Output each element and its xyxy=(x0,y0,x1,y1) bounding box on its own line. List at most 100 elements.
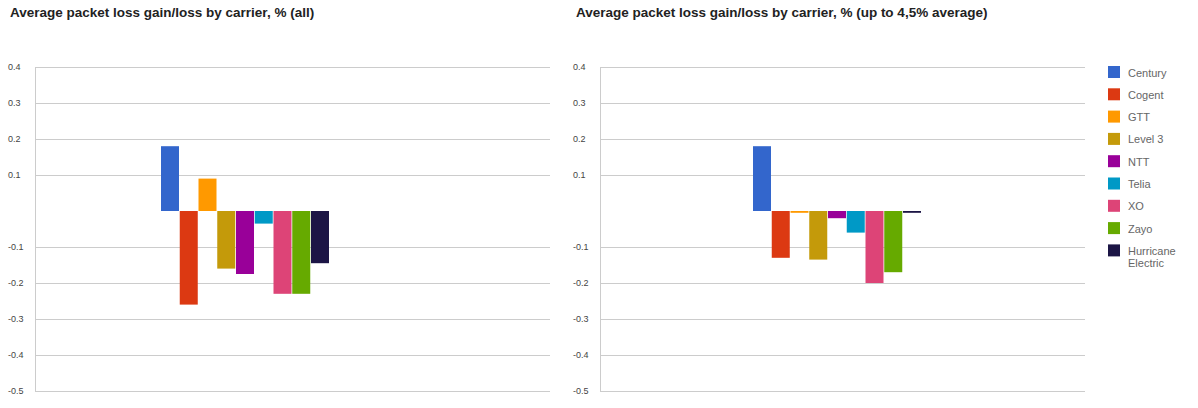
chart: Average packet loss gain/loss by carrier… xyxy=(573,5,1085,396)
legend-swatch xyxy=(1108,155,1120,167)
grid-line xyxy=(600,103,1085,104)
tick-label: 0.3 xyxy=(573,98,586,108)
y-axis-line xyxy=(36,68,551,392)
tick-label: -0.4 xyxy=(573,350,589,360)
tick-label: 0.2 xyxy=(8,134,21,144)
legend-item: Cogent xyxy=(1108,88,1163,101)
legend: Century Cogent GTT Level 3 NTT Telia XO Zayo Hur… xyxy=(1108,66,1176,269)
tick-label: 0.3 xyxy=(8,98,21,108)
legend-item: Telia xyxy=(1108,178,1152,191)
bars xyxy=(753,146,921,283)
tick: 0.3 xyxy=(573,98,1085,108)
legend-label: Century xyxy=(1128,67,1167,79)
tick: 0.2 xyxy=(8,134,550,144)
grid-line xyxy=(600,283,1085,284)
grid-line xyxy=(35,175,550,176)
legend-item: XO xyxy=(1108,200,1144,213)
legend-swatch xyxy=(1108,66,1120,78)
bar xyxy=(274,211,292,294)
bar xyxy=(753,146,771,211)
legend-item: GTT xyxy=(1108,111,1150,124)
grid-line xyxy=(600,175,1085,176)
legend-swatch xyxy=(1108,133,1120,145)
grid-line xyxy=(600,391,1085,392)
y-axis: 0.4 0.3 0.2 0.1 -0.1 -0.2 -0.3 -0.4 -0.5 xyxy=(8,62,550,396)
legend-item: Level 3 xyxy=(1108,133,1163,146)
bar xyxy=(847,211,865,233)
tick-label: -0.5 xyxy=(8,386,24,396)
legend-item: NTT xyxy=(1108,155,1150,168)
bar xyxy=(884,211,902,272)
bar xyxy=(772,211,790,258)
tick: -0.5 xyxy=(8,386,550,396)
tick: 0.4 xyxy=(8,62,550,72)
tick: -0.3 xyxy=(8,314,550,324)
grid-line xyxy=(600,139,1085,140)
tick-label: -0.3 xyxy=(8,314,24,324)
legend-label: GTT xyxy=(1128,111,1150,123)
legend-label: Zayo xyxy=(1128,223,1152,235)
grid-line xyxy=(600,67,1085,68)
legend-item: Century xyxy=(1108,66,1167,79)
tick: 0.1 xyxy=(8,170,550,180)
tick-label: -0.2 xyxy=(573,278,589,288)
y-axis-line xyxy=(601,68,1086,392)
tick: 0.1 xyxy=(573,170,1085,180)
bar xyxy=(866,211,884,283)
tick-label: -0.4 xyxy=(8,350,24,360)
bar xyxy=(311,211,329,263)
tick-label: 0.2 xyxy=(573,134,586,144)
grid-line xyxy=(600,247,1085,248)
tick-label: 0.4 xyxy=(8,62,21,72)
tick-label: -0.3 xyxy=(573,314,589,324)
tick-label: -0.2 xyxy=(8,278,24,288)
chart: Average packet loss gain/loss by carrier… xyxy=(8,5,550,396)
tick: 0.3 xyxy=(8,98,550,108)
canvas: Average packet loss gain/loss by carrier… xyxy=(0,0,1198,408)
legend-label: Cogent xyxy=(1128,89,1163,101)
bar xyxy=(292,211,310,294)
grid-line xyxy=(35,355,550,356)
grid-line xyxy=(35,67,550,68)
tick: 0.4 xyxy=(573,62,1085,72)
bar xyxy=(903,211,921,213)
legend-label-line: Hurricane xyxy=(1128,245,1176,257)
tick: -0.4 xyxy=(8,350,550,360)
grid-line xyxy=(35,319,550,320)
legend-swatch xyxy=(1108,88,1120,100)
chart-title: Average packet loss gain/loss by carrier… xyxy=(10,5,314,20)
bar xyxy=(236,211,254,274)
tick-label: -0.5 xyxy=(573,386,589,396)
legend-label: NTT xyxy=(1128,156,1150,168)
tick-label: 0.1 xyxy=(8,170,21,180)
grid-line xyxy=(35,139,550,140)
tick-label: -0.1 xyxy=(8,242,24,252)
tick-label: -0.1 xyxy=(573,242,589,252)
bar xyxy=(199,179,217,211)
tick: -0.2 xyxy=(573,278,1085,288)
tick: -0.3 xyxy=(573,314,1085,324)
bar xyxy=(828,211,846,218)
legend-label: Telia xyxy=(1128,178,1152,190)
legend-swatch xyxy=(1108,178,1120,190)
legend-label: XO xyxy=(1128,200,1144,212)
bar xyxy=(180,211,198,305)
tick: -0.1 xyxy=(573,242,1085,252)
chart-title: Average packet loss gain/loss by carrier… xyxy=(576,5,987,20)
legend-swatch xyxy=(1108,111,1120,123)
bars xyxy=(161,146,329,304)
grid-line xyxy=(35,103,550,104)
legend-item: HurricaneElectric xyxy=(1108,244,1176,269)
tick-label: 0.1 xyxy=(573,170,586,180)
tick: -0.5 xyxy=(573,386,1085,396)
tick: -0.4 xyxy=(573,350,1085,360)
bar xyxy=(255,211,273,224)
bar xyxy=(161,146,179,211)
bar xyxy=(809,211,827,260)
y-axis: 0.4 0.3 0.2 0.1 -0.1 -0.2 -0.3 -0.4 -0.5 xyxy=(573,62,1085,396)
grid-line xyxy=(600,319,1085,320)
bar xyxy=(217,211,235,269)
grid-line xyxy=(35,391,550,392)
tick-label: 0.4 xyxy=(573,62,586,72)
legend-swatch xyxy=(1108,200,1120,212)
